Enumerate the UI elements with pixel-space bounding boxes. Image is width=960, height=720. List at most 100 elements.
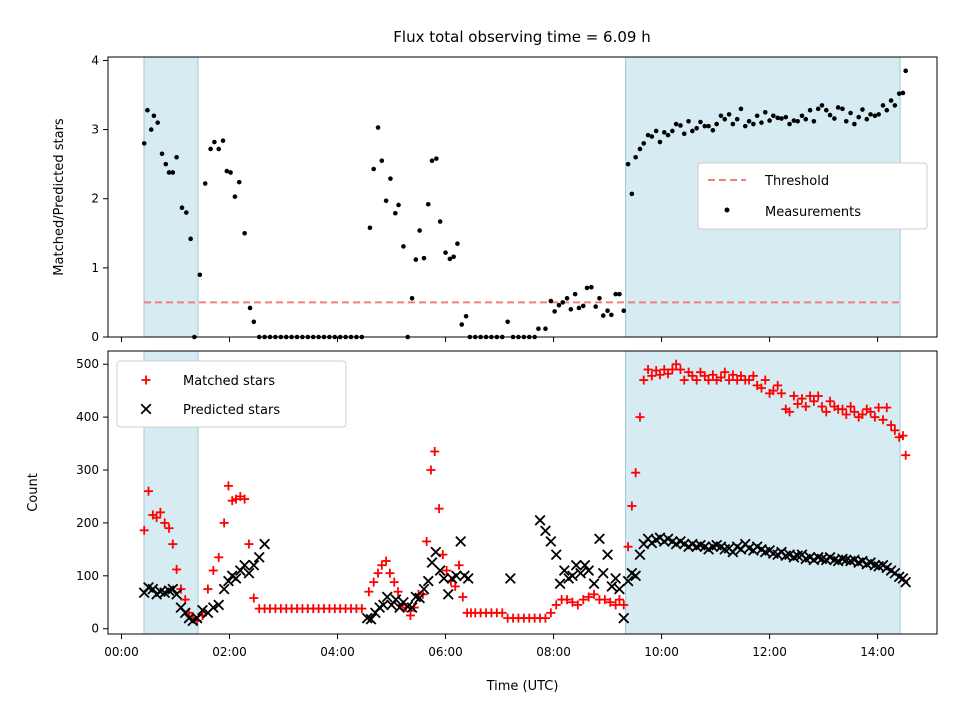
predicted-stars-legend-swatch	[140, 403, 152, 415]
matched-star-point	[655, 370, 665, 380]
measurement-point	[649, 134, 655, 139]
measurement-point	[868, 112, 873, 117]
predicted-star-point	[579, 559, 591, 571]
matched-star-point	[728, 370, 738, 380]
predicted-star-point	[381, 591, 393, 603]
cross-stroke	[558, 565, 570, 576]
x-tick-label: 02:00	[212, 645, 247, 659]
matched-stars-legend-swatch	[141, 375, 151, 385]
matched-star-point	[825, 396, 835, 406]
predicted-star-point	[540, 525, 551, 537]
matched-star-point	[898, 431, 908, 441]
cross-stroke	[602, 549, 613, 561]
measurement-point	[609, 312, 614, 318]
cross-stroke	[865, 557, 877, 569]
matched-star-point	[692, 375, 702, 385]
cross-stroke	[140, 403, 152, 415]
measurement-point	[447, 256, 453, 262]
matched-star-point	[901, 450, 911, 460]
predicted-star-point	[410, 591, 422, 603]
cross-stroke	[422, 575, 434, 587]
matched-star-point	[687, 371, 697, 381]
cross-stroke	[662, 533, 674, 545]
x-tick-label: 10:00	[644, 645, 679, 659]
cross-stroke	[450, 570, 462, 582]
measurement-point	[188, 236, 193, 242]
measurement-point	[388, 176, 393, 181]
cross-stroke	[812, 551, 824, 563]
measurement-point	[600, 313, 606, 318]
measurement-point	[202, 181, 208, 186]
measurement-point	[247, 305, 253, 311]
matched-stars-points	[139, 359, 911, 626]
measurement-point	[401, 244, 406, 249]
predicted-stars-legend-label: Predicted stars	[183, 403, 280, 418]
measurement-point	[803, 116, 809, 122]
matched-star-point	[219, 518, 229, 528]
cross-stroke	[239, 559, 251, 571]
measurement-point	[425, 201, 431, 207]
measurement-point	[734, 116, 740, 122]
predicted-stars-points	[138, 514, 912, 627]
cross-stroke	[550, 549, 562, 561]
measurement-point	[767, 118, 772, 123]
cross-stroke	[504, 573, 516, 584]
matched-star-point	[573, 600, 583, 610]
cross-stroke	[780, 550, 792, 562]
measurement-point	[681, 131, 687, 137]
cross-stroke	[606, 580, 618, 592]
predicted-star-point	[259, 538, 271, 550]
measurements-points	[141, 68, 908, 340]
measurement-point	[560, 300, 566, 305]
measurement-point	[184, 210, 189, 215]
matched-star-point	[430, 447, 440, 457]
matched-star-point	[540, 613, 550, 623]
measurement-point	[228, 170, 233, 175]
top-y-tick-label: 3	[91, 123, 99, 137]
cross-stroke	[147, 583, 159, 595]
measurement-point	[807, 107, 813, 113]
predicted-star-point	[422, 575, 434, 587]
matched-star-point	[176, 584, 186, 594]
measurement-point	[564, 295, 570, 301]
measurement-point	[197, 272, 203, 278]
cross-stroke	[678, 538, 690, 550]
cross-stroke	[213, 599, 225, 611]
measurement-point	[174, 154, 179, 160]
predicted-star-point	[550, 549, 562, 561]
cross-stroke	[816, 553, 828, 565]
measurement-point	[888, 98, 894, 103]
cross-stroke	[191, 612, 203, 624]
matched-star-point	[846, 402, 856, 412]
measurements-legend-swatch	[724, 207, 730, 213]
measurement-point	[710, 127, 716, 133]
matched-star-point	[720, 367, 730, 377]
matched-star-point	[450, 581, 460, 591]
matched-star-point	[663, 369, 673, 379]
matched-star-point	[736, 371, 746, 381]
bottom-panel: 00:00 02:00 04:00 06:00 08:00 10:00 12:00 14:00…	[26, 350, 938, 694]
cross-stroke	[179, 607, 191, 619]
predicted-star-point	[869, 559, 881, 571]
matched-star-point	[152, 513, 162, 523]
x-tick-label: 04:00	[320, 645, 355, 659]
predicted-star-point	[147, 583, 159, 595]
top-axis-ticks: 0 1 2 3 4	[91, 53, 879, 344]
measurement-point	[242, 230, 247, 236]
measurement-point	[823, 107, 829, 113]
cross-stroke	[554, 578, 566, 590]
matched-star-point	[704, 375, 714, 385]
measurement-point	[170, 170, 176, 175]
matched-star-point	[373, 568, 383, 578]
predicted-star-point	[845, 555, 857, 567]
measurement-point	[799, 113, 805, 119]
matched-star-point	[562, 595, 572, 605]
matched-star-point	[627, 501, 637, 511]
matched-star-point	[377, 560, 387, 570]
matched-star-point	[639, 375, 649, 385]
measurement-point	[754, 113, 760, 119]
measurement-point	[815, 106, 821, 112]
cross-stroke	[743, 542, 755, 554]
measurement-point	[706, 123, 711, 129]
measurement-point	[832, 116, 837, 121]
